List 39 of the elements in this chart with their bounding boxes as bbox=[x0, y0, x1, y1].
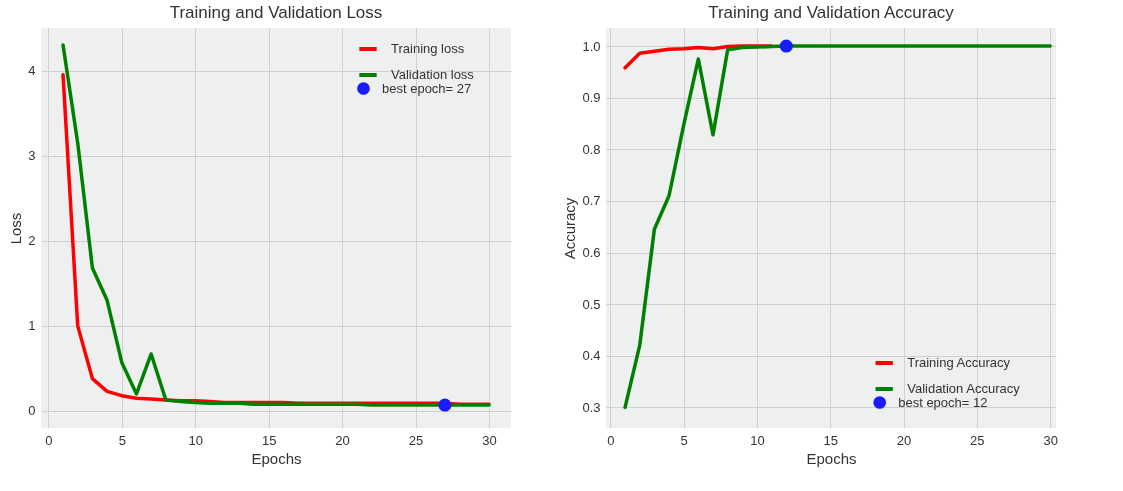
x-tick-label: 15 bbox=[823, 432, 838, 448]
legend-label: Validation Accuracy bbox=[907, 381, 1021, 396]
y-tick-label: 1 bbox=[28, 318, 36, 334]
x-tick-label: 25 bbox=[408, 432, 424, 448]
legend-label: best epoch= 12 bbox=[898, 394, 988, 410]
legend-label: best epoch= 27 bbox=[382, 80, 472, 96]
x-tick-label: 20 bbox=[335, 432, 350, 448]
legend-label: Validation loss bbox=[391, 67, 475, 82]
chart-title: Training and Validation Loss bbox=[169, 3, 383, 22]
y-tick-label: 0.7 bbox=[582, 193, 601, 209]
y-tick-label: 2 bbox=[28, 233, 36, 249]
x-tick-label: 25 bbox=[970, 432, 985, 448]
x-tick-label: 20 bbox=[896, 432, 912, 448]
x-tick-label: 0 bbox=[45, 432, 53, 448]
y-tick-label: 0.6 bbox=[582, 245, 601, 261]
x-axis-title: Epochs bbox=[806, 449, 857, 467]
x-tick-label: 0 bbox=[607, 432, 615, 448]
x-tick-label: 30 bbox=[482, 432, 497, 448]
legend-label: Training Accuracy bbox=[907, 355, 1011, 370]
x-axis-title: Epochs bbox=[251, 449, 302, 467]
y-tick-label: 3 bbox=[28, 148, 36, 164]
chart-title: Training and Validation Accuracy bbox=[708, 3, 955, 22]
x-tick-label: 5 bbox=[680, 432, 688, 448]
y-tick-label: 0.3 bbox=[582, 399, 601, 415]
x-tick-label: 10 bbox=[750, 432, 765, 448]
y-tick-label: 0.9 bbox=[582, 90, 601, 106]
x-tick-label: 30 bbox=[1043, 432, 1058, 448]
y-tick-label: 0.5 bbox=[582, 296, 601, 312]
y-axis-title: Loss bbox=[7, 212, 25, 245]
x-tick-label: 15 bbox=[261, 432, 277, 448]
x-tick-label: 10 bbox=[188, 432, 203, 448]
y-axis-title: Accuracy bbox=[561, 197, 579, 260]
y-tick-label: 4 bbox=[28, 63, 36, 79]
y-tick-label: 0.4 bbox=[582, 348, 601, 364]
legend-label: Training loss bbox=[391, 41, 465, 56]
y-tick-label: 0 bbox=[28, 403, 36, 419]
y-tick-label: 0.8 bbox=[582, 141, 601, 157]
x-tick-label: 5 bbox=[118, 432, 126, 448]
y-tick-label: 1.0 bbox=[582, 38, 601, 54]
